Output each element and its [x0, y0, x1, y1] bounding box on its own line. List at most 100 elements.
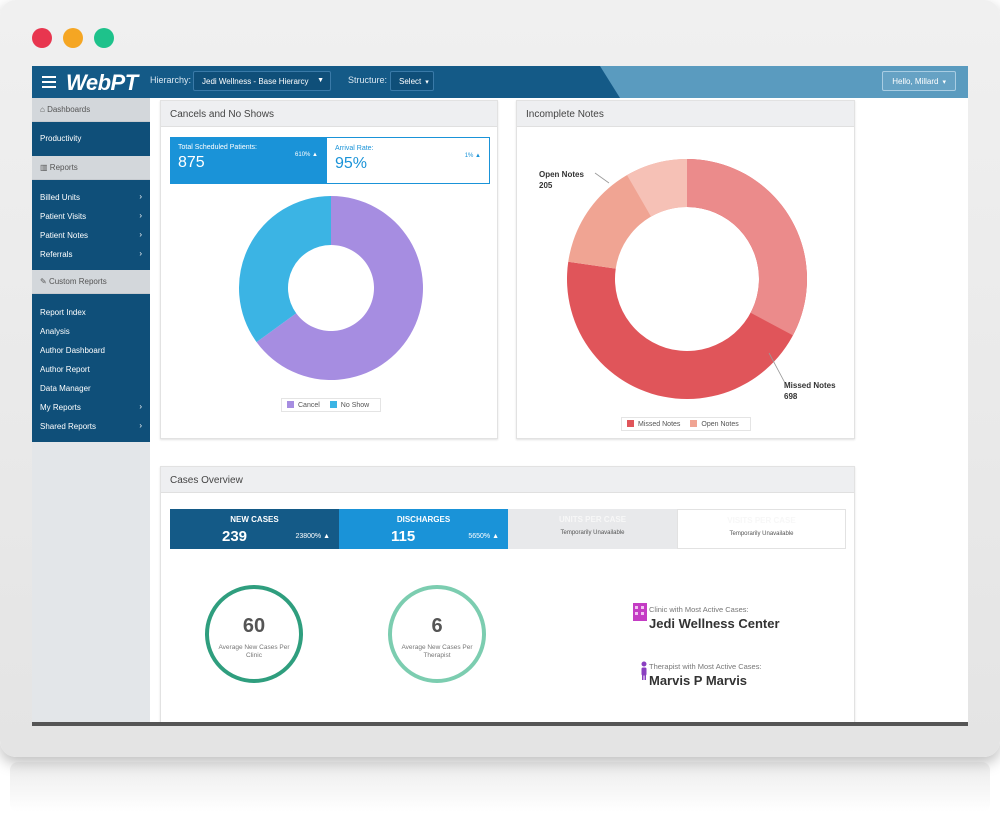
stat-change: 610% ▲ — [295, 152, 318, 158]
tab-new-cases[interactable]: NEW CASES 239 23800% ▲ — [170, 509, 339, 549]
total-scheduled-tile[interactable]: Total Scheduled Patients: 875 610% ▲ — [170, 137, 326, 184]
stat-value: 95% — [335, 155, 368, 172]
hierarchy-select-value: Jedi Wellness - Base Hierarcy — [202, 77, 309, 86]
tab-value: 115 — [391, 528, 416, 545]
sidebar-item-referrals[interactable]: Referrals › — [32, 245, 150, 264]
therapist-most-active-label: Therapist with Most Active Cases: — [649, 662, 762, 671]
sidebar-section-custom-reports[interactable]: ✎ Custom Reports — [32, 270, 150, 294]
incomplete-notes-legend: Missed Notes Open Notes — [621, 417, 751, 431]
card-title: Cancels and No Shows — [161, 101, 497, 127]
chevron-right-icon: › — [139, 402, 142, 411]
user-greeting: Hello, Millard — [892, 77, 939, 86]
sidebar-item-label: My Reports — [40, 403, 81, 412]
section-label: Custom Reports — [48, 277, 107, 286]
screen-bottom-edge — [32, 722, 968, 726]
legend-swatch — [329, 401, 337, 408]
stat-value: 875 — [178, 154, 205, 171]
avg-cases-per-therapist-ring: 6 Average New Cases Per Therapist — [388, 585, 486, 683]
chevron-right-icon: › — [139, 192, 142, 201]
ring-value: 6 — [431, 615, 443, 637]
tab-title: UNITS PER CASE — [558, 515, 627, 524]
legend-swatch — [627, 420, 634, 427]
stat-label: Total Scheduled Patients: — [178, 144, 257, 151]
slice-shade — [627, 159, 687, 217]
device-reflection — [10, 762, 990, 812]
cancels-card: Cancels and No Shows Total Scheduled Pat… — [160, 100, 498, 439]
wrench-icon: ✎ — [40, 277, 47, 286]
window-maximize-button[interactable] — [94, 28, 114, 48]
user-menu-button[interactable]: Hello, Millard ▾ — [882, 71, 956, 91]
legend-label: Missed Notes — [638, 421, 681, 428]
clinic-building-icon — [633, 603, 647, 621]
ring-value: 60 — [242, 615, 266, 637]
caret-down-icon: ▾ — [942, 79, 946, 86]
cases-tabs: NEW CASES 239 23800% ▲ DISCHARGES 115 56… — [170, 509, 846, 549]
ring-label: Average New Cases Per Clinic — [218, 644, 290, 659]
section-label: Reports — [49, 163, 78, 172]
legend-swatch — [287, 401, 294, 408]
sidebar-item-author-report[interactable]: Author Report — [32, 360, 150, 379]
cancels-donut-chart — [239, 196, 423, 380]
sidebar-section-dashboards[interactable]: ⌂ Dashboards — [32, 98, 150, 122]
incomplete-notes-card: Incomplete Notes Open Notes 205 Missed N… — [516, 100, 855, 439]
structure-select[interactable]: Select ▾ — [390, 71, 434, 91]
legend-item[interactable]: No Show — [329, 401, 370, 409]
sidebar-item-author-dashboard[interactable]: Author Dashboard — [32, 341, 150, 360]
open-notes-callout: Open Notes 205 — [539, 169, 584, 191]
tab-title: NEW CASES — [230, 515, 279, 524]
sidebar-item-analysis[interactable]: Analysis — [32, 322, 150, 341]
sidebar-item-my-reports[interactable]: My Reports › — [32, 398, 150, 417]
arrival-rate-tile[interactable]: Arrival Rate: 95% 1% ▲ — [326, 137, 490, 184]
hierarchy-select[interactable]: Jedi Wellness - Base Hierarcy ▼ — [193, 71, 331, 91]
clinic-most-active-label: Clinic with Most Active Cases: — [649, 605, 749, 614]
callout-label: Missed Notes — [784, 381, 836, 390]
chevron-right-icon: › — [139, 211, 142, 220]
tab-value: 239 — [222, 528, 248, 545]
legend-item[interactable]: Missed Notes — [627, 420, 680, 428]
legend-item[interactable]: Open Notes — [690, 420, 739, 428]
hamburger-menu-icon[interactable] — [42, 76, 56, 88]
sidebar-item-patient-visits[interactable]: Patient Visits › — [32, 207, 150, 226]
slice-no-show[interactable] — [239, 196, 331, 343]
tab-title: DISCHARGES — [396, 515, 451, 524]
tab-visits-per-case[interactable]: VISITS PER CASE Temporarily Unavailable — [677, 509, 846, 549]
sidebar-item-label: Shared Reports — [40, 422, 97, 431]
therapist-person-icon — [641, 661, 647, 680]
legend-label: No Show — [340, 402, 370, 409]
clinic-most-active-value: Jedi Wellness Center — [649, 616, 780, 631]
card-title: Cases Overview — [161, 467, 854, 493]
legend-item[interactable]: Cancel — [287, 401, 320, 409]
callout-value: 205 — [539, 181, 553, 190]
sidebar-item-billed-units[interactable]: Billed Units › — [32, 188, 150, 207]
caret-down-icon: ▾ — [425, 79, 429, 86]
sidebar-item-report-index[interactable]: Report Index — [32, 303, 150, 322]
sidebar-item-productivity[interactable]: Productivity — [32, 122, 150, 156]
sidebar: ⌂ Dashboards Productivity ▥ Reports Bill… — [32, 98, 150, 726]
callout-lines — [594, 172, 786, 384]
app-screen: WebPT Hierarchy: Jedi Wellness - Base Hi… — [32, 66, 968, 726]
missed-notes-callout: Missed Notes 698 — [784, 380, 836, 402]
chevron-right-icon: › — [139, 230, 142, 239]
sidebar-item-label: Billed Units — [40, 193, 81, 202]
sidebar-item-shared-reports[interactable]: Shared Reports › — [32, 417, 150, 436]
chevron-right-icon: › — [139, 249, 142, 258]
slice-cancel[interactable] — [256, 196, 423, 380]
ring-label: Average New Cases Per Therapist — [401, 644, 473, 659]
sidebar-item-label: Patient Notes — [40, 231, 89, 240]
tab-discharges[interactable]: DISCHARGES 115 5650% ▲ — [339, 509, 508, 549]
sidebar-section-reports[interactable]: ▥ Reports — [32, 156, 150, 180]
window-minimize-button[interactable] — [63, 28, 83, 48]
tab-units-per-case[interactable]: UNITS PER CASE Temporarily Unavailable — [508, 509, 677, 549]
sidebar-item-patient-notes[interactable]: Patient Notes › — [32, 226, 150, 245]
window-close-button[interactable] — [32, 28, 52, 48]
hierarchy-label: Hierarchy: — [150, 75, 192, 85]
structure-select-value: Select — [399, 77, 422, 86]
webpt-logo: WebPT — [66, 70, 138, 95]
sidebar-item-data-manager[interactable]: Data Manager — [32, 379, 150, 398]
callout-label: Open Notes — [539, 170, 584, 179]
legend-swatch — [690, 420, 698, 427]
sidebar-item-label: Productivity — [40, 134, 82, 143]
cases-overview-card: Cases Overview NEW CASES 239 23800% ▲ DI… — [160, 466, 855, 726]
sidebar-item-label: Author Dashboard — [40, 346, 105, 355]
tab-change: 23800% ▲ — [295, 533, 330, 540]
